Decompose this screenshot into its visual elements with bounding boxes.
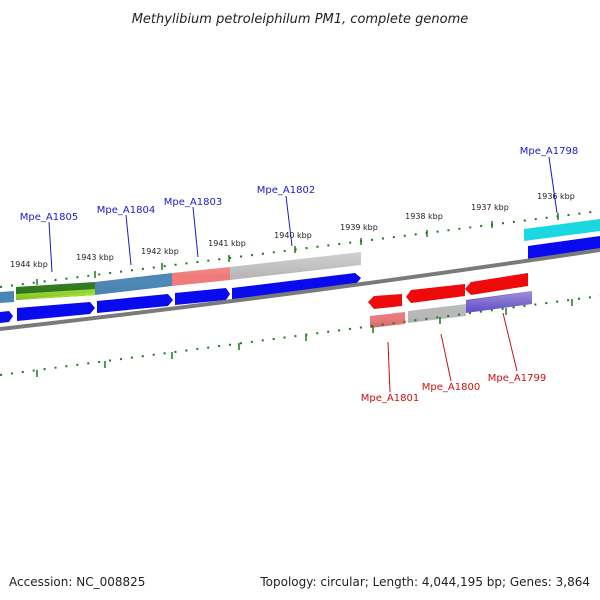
label-leader-line	[125, 214, 132, 266]
tick-marks	[36, 299, 573, 377]
kbp-label: 1942 kbp	[141, 247, 179, 256]
gene-label-Mpe_A1805[interactable]: Mpe_A1805	[20, 212, 78, 223]
cds-arrow-reverse[interactable]	[368, 294, 402, 309]
cds-arrow-forward[interactable]	[0, 311, 13, 323]
label-leader-line	[387, 341, 391, 393]
accession-text: Accession: NC_008825	[9, 575, 145, 589]
cds-arrow-forward[interactable]	[175, 288, 230, 305]
forward-feature-band	[0, 219, 600, 303]
genome-backbone	[0, 248, 600, 331]
gene-label-Mpe_A1799[interactable]: Mpe_A1799	[488, 373, 546, 384]
tick-ring-dots	[0, 210, 600, 288]
cds-arrow-forward[interactable]	[528, 236, 600, 259]
label-leader-line	[548, 156, 558, 214]
kbp-label: 1936 kbp	[537, 192, 575, 201]
label-leader-line	[285, 195, 293, 247]
inner-tick-ring	[0, 295, 600, 377]
label-leader-line	[192, 206, 199, 258]
gene-label-Mpe_A1798[interactable]: Mpe_A1798	[520, 146, 578, 157]
gene-label-Mpe_A1803[interactable]: Mpe_A1803	[164, 197, 222, 208]
feature-band-shade	[370, 291, 532, 328]
kbp-label: 1937 kbp	[471, 203, 509, 212]
kbp-label: 1944 kbp	[10, 260, 48, 269]
gene-label-Mpe_A1804[interactable]: Mpe_A1804	[97, 205, 155, 216]
forward-gene-labels: Mpe_A1798 Mpe_A1802 Mpe_A1803 Mpe_A1804 …	[20, 146, 578, 273]
gene-label-Mpe_A1802[interactable]: Mpe_A1802	[257, 185, 315, 196]
genome-stats-text: Topology: circular; Length: 4,044,195 bp…	[259, 575, 590, 589]
reverse-cds-arrows	[368, 273, 528, 309]
feature-left-edge	[0, 291, 14, 303]
forward-cds-arrows	[0, 236, 600, 323]
genome-title: Methylibium petroleiphilum PM1, complete…	[132, 12, 469, 27]
kbp-labels: 1936 kbp 1937 kbp 1938 kbp 1939 kbp 1940…	[10, 192, 575, 269]
label-leader-line	[440, 333, 452, 382]
tick-marks	[36, 213, 559, 285]
outer-tick-ring	[0, 210, 600, 288]
reverse-gene-labels: Mpe_A1799 Mpe_A1800 Mpe_A1801	[361, 312, 546, 404]
tick-ring-dots	[0, 295, 600, 376]
cds-arrow-forward[interactable]	[17, 302, 95, 321]
gene-label-Mpe_A1801[interactable]: Mpe_A1801	[361, 393, 419, 404]
kbp-label: 1941 kbp	[208, 239, 246, 248]
gene-label-Mpe_A1800[interactable]: Mpe_A1800	[422, 382, 480, 393]
feature-band-shade	[16, 252, 361, 300]
kbp-label: 1940 kbp	[274, 231, 312, 240]
kbp-label: 1938 kbp	[405, 212, 443, 221]
kbp-label: 1939 kbp	[340, 223, 378, 232]
feature-Mpe_A1798[interactable]	[524, 219, 600, 241]
cds-arrow-reverse[interactable]	[406, 284, 465, 303]
cds-arrow-forward[interactable]	[232, 273, 361, 300]
reverse-feature-band	[370, 291, 532, 328]
label-leader-line	[502, 312, 518, 372]
cds-arrow-forward[interactable]	[97, 294, 173, 313]
cds-arrow-reverse[interactable]	[465, 273, 528, 295]
label-leader-line	[48, 221, 53, 273]
kbp-label: 1943 kbp	[76, 253, 114, 262]
